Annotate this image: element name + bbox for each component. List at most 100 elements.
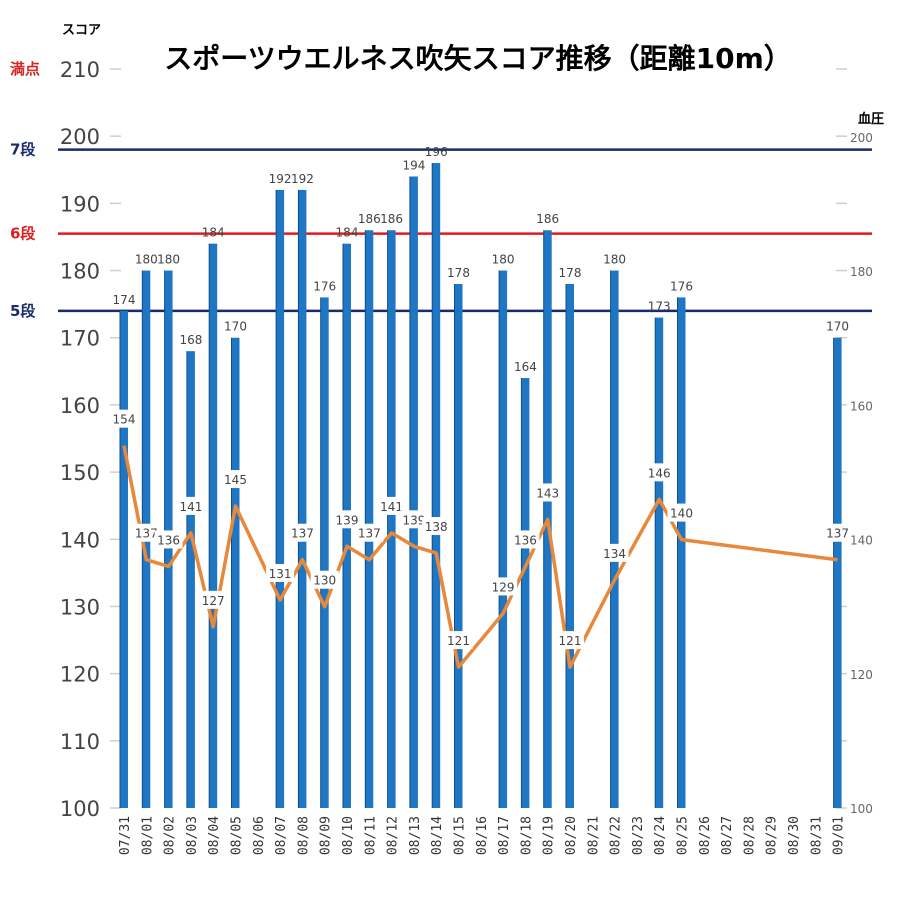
line-label-bg (355, 523, 384, 542)
line-label-bg (199, 590, 228, 609)
score-bar (186, 351, 195, 808)
score-bar-label: 184 (336, 226, 359, 240)
blood-pressure-label: 140 (670, 507, 693, 521)
x-tick-label: 08/30 (787, 816, 802, 855)
score-bar-label: 173 (648, 300, 671, 314)
left-tick-label: 110 (60, 730, 100, 754)
blood-pressure-label: 139 (402, 513, 425, 527)
x-tick-label: 08/18 (519, 816, 534, 855)
blood-pressure-label: 137 (135, 527, 158, 541)
x-tick-label: 08/24 (653, 816, 668, 855)
line-label-bg (645, 463, 674, 482)
blood-pressure-label: 138 (425, 520, 448, 534)
x-tick-label: 08/31 (809, 816, 824, 855)
reference-lines: 満点 7段 6段 5段 (10, 60, 872, 320)
blood-pressure-label: 137 (291, 527, 314, 541)
blood-pressure-label: 143 (536, 486, 559, 500)
score-bar (454, 283, 463, 808)
score-bar-label: 174 (113, 293, 136, 307)
score-bar (432, 163, 441, 808)
x-tick-label: 08/27 (720, 816, 735, 855)
blood-pressure-label: 129 (492, 580, 515, 594)
blood-pressure-label: 130 (313, 574, 336, 588)
score-bar (298, 189, 307, 809)
score-bar-label: 180 (135, 253, 158, 267)
blood-pressure-label: 127 (202, 594, 225, 608)
x-tick-label: 08/20 (564, 816, 579, 855)
line-label-bg (310, 570, 339, 589)
x-tick-label: 08/15 (453, 816, 468, 855)
x-tick-label: 08/10 (341, 816, 356, 855)
left-tick-label: 160 (60, 394, 100, 418)
line-label-bg (667, 503, 696, 522)
score-bar-label: 186 (358, 212, 381, 226)
line-label-bg (823, 523, 852, 542)
blood-pressure-label: 139 (336, 513, 359, 527)
left-tick-label: 170 (60, 327, 100, 351)
score-bar-label: 192 (291, 172, 314, 186)
score-bar (521, 378, 530, 808)
score-bar (365, 230, 374, 809)
blood-pressure-label: 137 (826, 527, 849, 541)
x-tick-label: 08/13 (408, 816, 423, 855)
line-label-bg (176, 496, 205, 515)
score-bar (833, 337, 842, 808)
left-tick-label: 120 (60, 663, 100, 687)
x-tick-label: 08/01 (140, 816, 155, 855)
score-bar (499, 270, 508, 809)
reference-label: 5段 (10, 302, 35, 320)
score-bar (566, 283, 574, 808)
left-tick-label: 140 (60, 528, 100, 552)
x-tick-label: 08/02 (163, 816, 178, 855)
x-tick-label: 08/23 (631, 816, 646, 855)
right-tick-label: 100 (850, 802, 873, 816)
x-tick-label: 09/01 (832, 816, 847, 855)
score-bar-label: 168 (179, 333, 202, 347)
right-tick-label: 160 (850, 399, 873, 413)
score-bar-label: 194 (402, 158, 425, 172)
score-bar-label: 196 (425, 145, 448, 159)
blood-pressure-label: 121 (447, 634, 470, 648)
chart-title: スポーツウエルネス吹矢スコア推移（距離10m） (164, 42, 792, 75)
score-bar-label: 186 (380, 212, 403, 226)
x-tick-label: 08/05 (230, 816, 245, 855)
x-axis-ticks: 07/31 08/01 08/02 08/03 08/04 08/05 08/06 08/07… (118, 816, 847, 855)
x-tick-label: 08/22 (609, 816, 624, 855)
line-label-bg (422, 517, 451, 536)
x-tick-label: 08/26 (698, 816, 713, 855)
score-bar-label: 180 (157, 253, 180, 267)
left-tick-label: 200 (60, 125, 100, 149)
score-bar (231, 337, 240, 808)
line-label-bg (132, 523, 161, 542)
score-bar-label: 176 (313, 279, 336, 293)
score-bar (320, 297, 329, 808)
blood-pressure-label: 141 (380, 500, 403, 514)
x-tick-label: 08/04 (207, 816, 222, 855)
score-bar (610, 270, 619, 809)
score-bar-label: 170 (224, 320, 247, 334)
x-tick-label: 08/29 (765, 816, 780, 855)
score-bar (120, 310, 128, 808)
blood-pressure-label: 137 (358, 527, 381, 541)
line-label-bg (399, 510, 428, 529)
blood-pressure-label: 134 (603, 547, 626, 561)
x-tick-label: 08/17 (497, 816, 512, 855)
left-tick-label: 210 (60, 58, 100, 82)
line-label-bg (266, 563, 295, 582)
line-label-bg (533, 483, 562, 502)
x-tick-label: 08/08 (296, 816, 311, 855)
left-axis-ticks: 100 110 120 130 140 150 160 170 180 190 200 210 (60, 58, 847, 821)
left-tick-label: 190 (60, 192, 100, 216)
x-tick-label: 08/16 (475, 816, 490, 855)
x-tick-label: 08/21 (586, 816, 601, 855)
blood-pressure-label: 154 (113, 413, 136, 427)
blood-pressure-label: 141 (179, 500, 202, 514)
blood-pressure-label: 121 (559, 634, 582, 648)
score-bar (655, 317, 664, 808)
line-label-bg (377, 496, 406, 515)
line-label-bg (600, 543, 629, 562)
line-label-bg (444, 631, 473, 650)
reference-label: 6段 (10, 225, 35, 243)
x-tick-label: 08/14 (430, 816, 445, 855)
